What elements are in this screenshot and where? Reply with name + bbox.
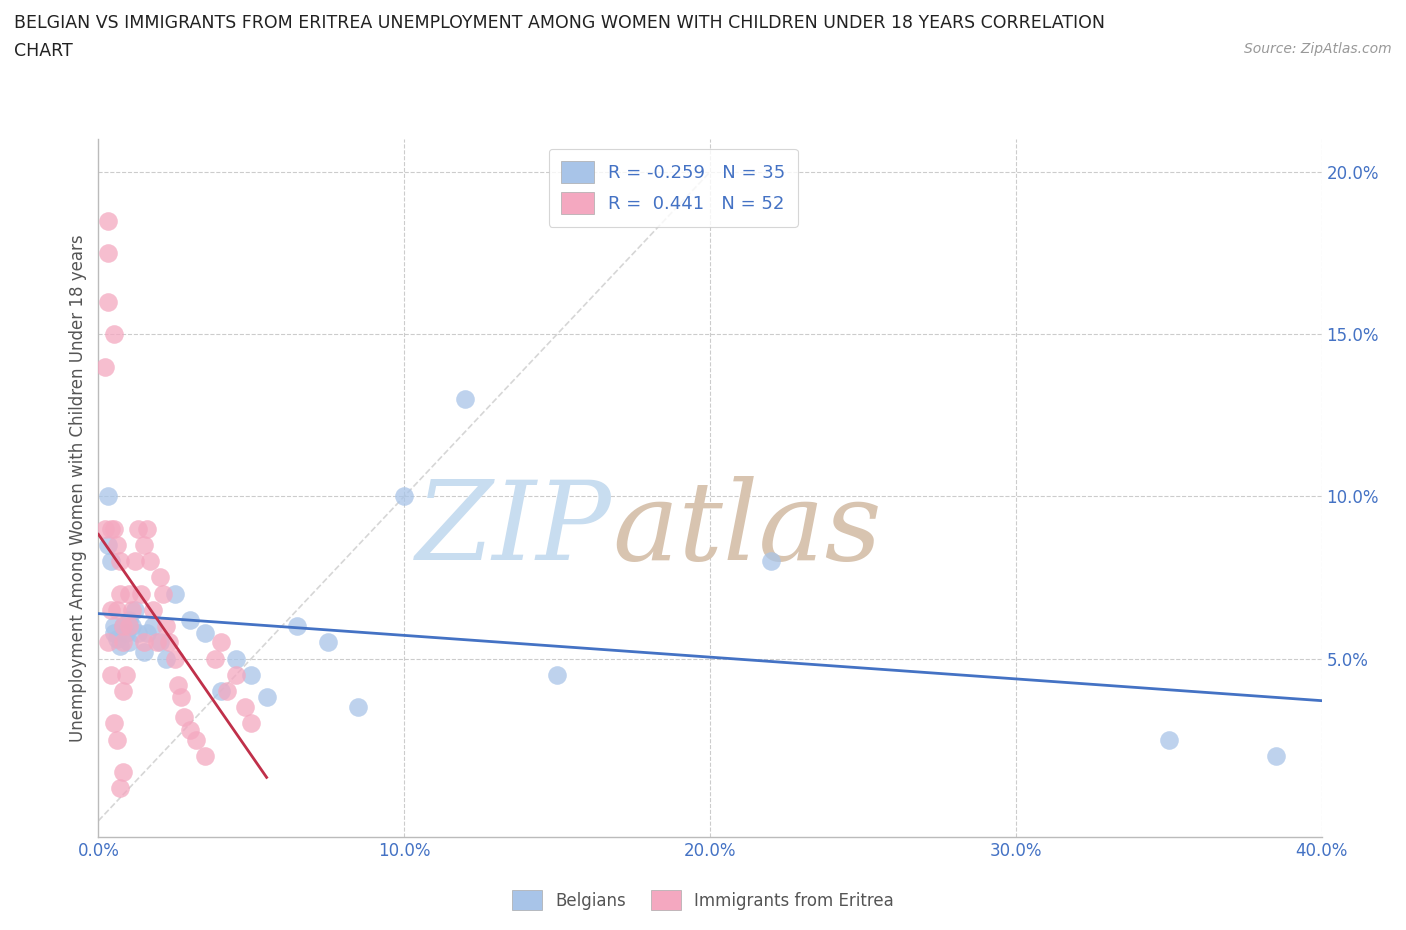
Point [115,668,138,683]
Point [111,618,134,633]
Point [163,651,186,666]
Point [97,294,120,309]
Point [127,522,149,537]
Point [167,677,190,692]
Point [100,668,122,683]
Point [108,781,131,796]
Point [124,553,146,568]
Point [93,522,115,537]
Point [100,522,122,537]
Y-axis label: Unemployment Among Women with Children Under 18 years: Unemployment Among Women with Children U… [69,234,87,742]
Point [118,586,141,601]
Point [124,603,146,618]
Point [103,326,125,341]
Point [209,635,232,650]
Point [546,668,568,683]
Point [127,625,149,640]
Point [1264,749,1286,764]
Point [392,489,416,504]
Point [155,618,177,633]
Point [100,553,122,568]
Point [179,612,201,627]
Point [121,618,143,633]
Point [145,635,167,650]
Point [152,586,174,601]
Point [142,603,165,618]
Point [240,668,263,683]
Point [347,699,370,714]
Point [149,635,172,650]
Point [155,651,177,666]
Point [108,638,131,653]
Point [97,489,120,504]
Point [225,668,247,683]
Point [179,723,201,737]
Point [215,684,238,698]
Point [139,553,162,568]
Point [454,392,477,406]
Text: Source: ZipAtlas.com: Source: ZipAtlas.com [1244,42,1392,56]
Point [118,612,141,627]
Point [100,603,122,618]
Point [136,522,159,537]
Legend: Belgians, Immigrants from Eritrea: Belgians, Immigrants from Eritrea [505,884,901,917]
Point [129,586,152,601]
Point [97,246,120,260]
Point [134,538,156,552]
Point [105,631,128,646]
Point [157,635,180,650]
Text: ZIP: ZIP [416,476,612,584]
Text: CHART: CHART [14,42,73,60]
Point [163,586,186,601]
Point [136,625,159,640]
Point [93,359,115,374]
Point [103,625,125,640]
Point [194,749,217,764]
Point [285,618,308,633]
Point [97,635,120,650]
Point [103,716,125,731]
Text: BELGIAN VS IMMIGRANTS FROM ERITREA UNEMPLOYMENT AMONG WOMEN WITH CHILDREN UNDER : BELGIAN VS IMMIGRANTS FROM ERITREA UNEMP… [14,14,1105,32]
Point [118,618,141,633]
Point [759,553,782,568]
Point [225,651,247,666]
Point [111,684,134,698]
Point [108,586,131,601]
Point [204,651,226,666]
Point [142,618,165,633]
Point [186,732,208,747]
Point [209,684,232,698]
Point [103,522,125,537]
Point [194,625,217,640]
Point [97,213,120,228]
Point [240,716,263,731]
Point [118,635,141,650]
Point [105,732,128,747]
Point [111,618,134,633]
Point [149,570,172,585]
Point [316,635,339,650]
Point [111,764,134,779]
Point [105,603,128,618]
Point [108,553,131,568]
Point [97,538,120,552]
Text: atlas: atlas [612,476,882,584]
Point [233,699,256,714]
Point [170,690,193,705]
Point [111,635,134,650]
Legend: R = -0.259   N = 35, R =  0.441   N = 52: R = -0.259 N = 35, R = 0.441 N = 52 [548,149,799,227]
Point [105,538,128,552]
Point [1157,732,1180,747]
Point [121,603,143,618]
Point [173,710,195,724]
Point [103,618,125,633]
Point [115,625,138,640]
Point [134,644,156,659]
Point [134,635,156,650]
Point [256,690,278,705]
